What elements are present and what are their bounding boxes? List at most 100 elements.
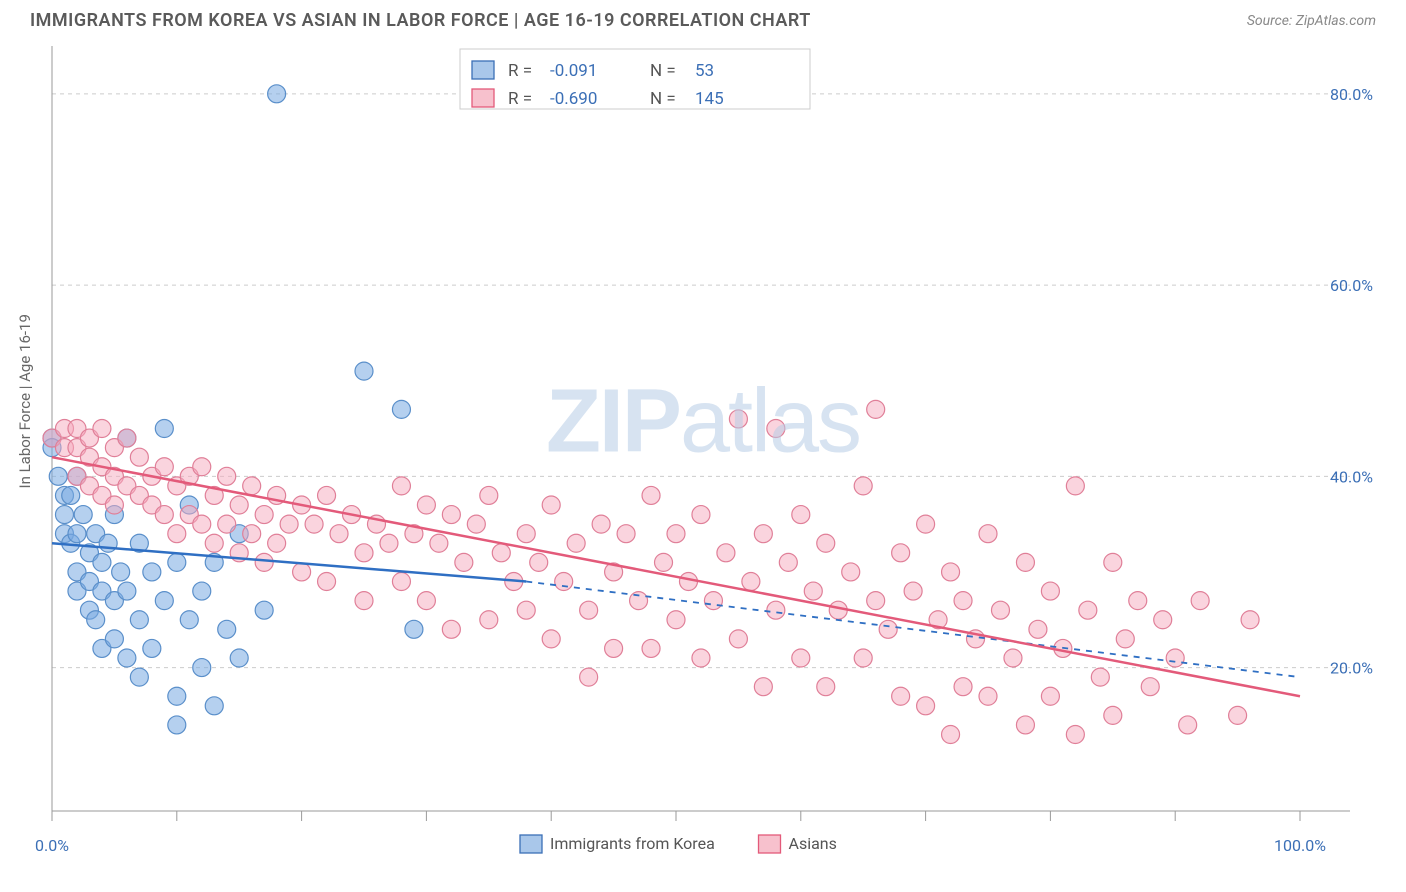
data-point [792, 649, 810, 667]
data-point [779, 553, 797, 571]
data-point [105, 496, 123, 514]
data-point [954, 678, 972, 696]
legend-label: Immigrants from Korea [550, 834, 715, 853]
data-point [380, 534, 398, 552]
data-point [1154, 611, 1172, 629]
source-attribution: Source: ZipAtlas.com [1247, 13, 1376, 29]
data-point [1016, 716, 1034, 734]
data-point [105, 630, 123, 648]
data-point [455, 553, 473, 571]
data-point [155, 458, 173, 476]
chart-container: ZIPatlas 20.0%40.0%60.0%80.0%0.0%100.0%I… [0, 31, 1406, 881]
data-point [530, 553, 548, 571]
data-point [592, 515, 610, 533]
legend-r-label: R = [508, 61, 532, 81]
data-point [255, 553, 273, 571]
data-point [417, 592, 435, 610]
data-point [130, 611, 148, 629]
data-point [130, 448, 148, 466]
data-point [168, 687, 186, 705]
data-point [754, 525, 772, 543]
data-point [112, 563, 130, 581]
data-point [942, 563, 960, 581]
data-point [642, 486, 660, 504]
data-point [1079, 601, 1097, 619]
data-point [904, 582, 922, 600]
data-point [979, 687, 997, 705]
data-point [1066, 726, 1084, 744]
data-point [218, 620, 236, 638]
page-title: IMMIGRANTS FROM KOREA VS ASIAN IN LABOR … [30, 10, 811, 31]
data-point [205, 697, 223, 715]
data-point [255, 601, 273, 619]
data-point [243, 477, 261, 495]
data-point [392, 400, 410, 418]
data-point [542, 496, 560, 514]
data-point [767, 420, 785, 438]
data-point [93, 420, 111, 438]
data-point [268, 85, 286, 103]
data-point [655, 553, 673, 571]
data-point [99, 534, 117, 552]
data-point [892, 544, 910, 562]
data-point [692, 506, 710, 524]
data-point [567, 534, 585, 552]
data-point [93, 553, 111, 571]
legend-swatch [759, 835, 781, 853]
legend-swatch [472, 89, 494, 107]
data-point [517, 601, 535, 619]
data-point [143, 639, 161, 657]
data-point [555, 573, 573, 591]
data-point [305, 515, 323, 533]
data-point [630, 592, 648, 610]
data-point [49, 467, 67, 485]
data-point [168, 525, 186, 543]
data-point [867, 592, 885, 610]
data-point [1004, 649, 1022, 667]
data-point [754, 678, 772, 696]
data-point [542, 630, 560, 648]
x-tick-label: 0.0% [35, 836, 69, 855]
data-point [1191, 592, 1209, 610]
data-point [854, 649, 872, 667]
data-point [617, 525, 635, 543]
data-point [867, 400, 885, 418]
data-point [355, 592, 373, 610]
data-point [742, 573, 760, 591]
data-point [892, 687, 910, 705]
data-point [792, 506, 810, 524]
data-point [492, 544, 510, 562]
y-axis-label: In Labor Force | Age 16-19 [16, 314, 34, 488]
data-point [692, 649, 710, 667]
data-point [118, 649, 136, 667]
data-point [991, 601, 1009, 619]
data-point [467, 515, 485, 533]
data-point [255, 506, 273, 524]
data-point [804, 582, 822, 600]
data-point [62, 486, 80, 504]
legend-swatch [520, 835, 542, 853]
data-point [1091, 668, 1109, 686]
data-point [917, 697, 935, 715]
data-point [667, 611, 685, 629]
legend-n-value: 145 [695, 89, 724, 109]
data-point [168, 553, 186, 571]
data-point [580, 601, 598, 619]
data-point [642, 639, 660, 657]
data-point [879, 620, 897, 638]
data-point [1241, 611, 1259, 629]
data-point [1029, 620, 1047, 638]
data-point [330, 525, 348, 543]
data-point [1116, 630, 1134, 648]
data-point [717, 544, 735, 562]
y-tick-label: 80.0% [1330, 85, 1373, 104]
data-point [1129, 592, 1147, 610]
legend-label: Asians [789, 834, 837, 853]
legend-r-value: -0.690 [550, 89, 597, 109]
data-point [954, 592, 972, 610]
data-point [1104, 706, 1122, 724]
data-point [767, 601, 785, 619]
data-point [118, 582, 136, 600]
data-point [1179, 716, 1197, 734]
data-point [118, 429, 136, 447]
